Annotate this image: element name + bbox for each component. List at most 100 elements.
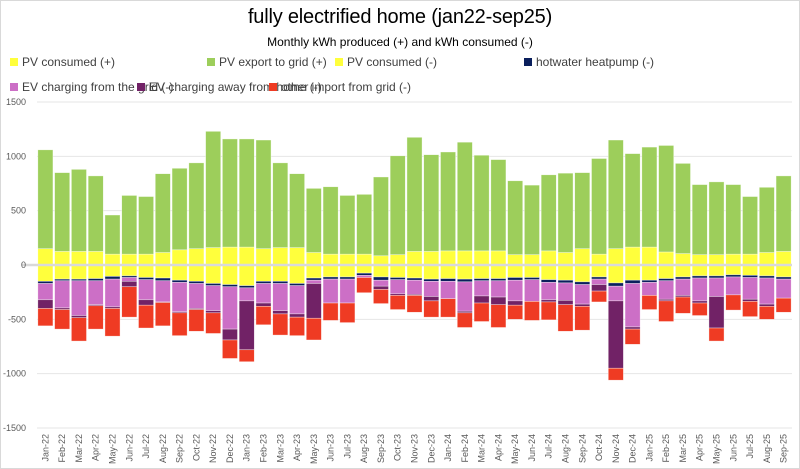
bar-segment xyxy=(507,264,524,278)
bar-segment xyxy=(440,280,456,299)
legend-label: PV consumed (+) xyxy=(22,55,116,69)
bar-segment xyxy=(473,280,490,297)
bar-segment xyxy=(389,279,406,295)
bar-segment xyxy=(607,282,624,287)
legend-item-hotwater-heatpump: hotwater heatpump (-) xyxy=(524,55,654,69)
bar-segment xyxy=(389,254,406,266)
bar-segment xyxy=(490,296,507,305)
bar-segment xyxy=(154,264,171,279)
bar-segment xyxy=(423,300,440,318)
chart-subtitle: Monthly kWh produced (+) and kWh consume… xyxy=(267,35,533,49)
bar-segment xyxy=(37,149,54,250)
bar-segment xyxy=(691,275,708,279)
bar-segment xyxy=(222,138,238,248)
bar-segment xyxy=(272,283,289,311)
bar-segment xyxy=(775,175,792,252)
bar-segment xyxy=(188,280,205,284)
bar-segment xyxy=(171,282,188,313)
bar-segment xyxy=(540,264,557,280)
bar-segment xyxy=(423,296,440,302)
bar-segment xyxy=(289,283,305,286)
bar-segment xyxy=(490,280,507,298)
legend-item-ev-charging-away: EV charging away from home (-) xyxy=(137,80,322,94)
bar-segment xyxy=(205,285,222,311)
bar-segment xyxy=(188,309,205,332)
bar-segment xyxy=(624,326,641,330)
bar-segment xyxy=(339,276,356,280)
bar-segment xyxy=(624,283,641,328)
bar-segment xyxy=(322,253,339,266)
bar-segment xyxy=(305,264,322,279)
x-tick-label: Dec-22 xyxy=(225,434,235,463)
bar-segment xyxy=(121,253,138,266)
bar-segment xyxy=(742,301,758,317)
bar-segment xyxy=(758,305,775,320)
bar-segment xyxy=(373,176,389,257)
bar-segment xyxy=(607,300,624,369)
bar-segment xyxy=(490,278,507,282)
legend-item-other-import: other import from grid (-) xyxy=(269,80,411,94)
bar-segment xyxy=(473,302,490,322)
bar-segment xyxy=(339,195,356,255)
bar-segment xyxy=(389,155,406,255)
bar-segment xyxy=(154,277,171,282)
bar-segment xyxy=(758,264,775,277)
x-tick-label: May-22 xyxy=(108,434,118,464)
bar-segment xyxy=(339,253,356,266)
x-tick-label: May-24 xyxy=(510,434,520,464)
bar-segment xyxy=(188,283,205,309)
x-tick-label: Feb-24 xyxy=(460,434,470,463)
bar-segment xyxy=(272,162,289,248)
bar-segment xyxy=(54,280,71,309)
bar-segment xyxy=(708,181,725,255)
bar-segment xyxy=(607,367,624,381)
bar-segment xyxy=(71,264,87,280)
bar-segment xyxy=(37,308,54,327)
bar-segment xyxy=(540,301,557,321)
bar-segment xyxy=(121,280,138,288)
legend-swatch xyxy=(335,58,343,66)
bar-segment xyxy=(524,279,540,302)
bar-segment xyxy=(171,167,188,251)
bar-segment xyxy=(473,278,490,282)
bar-segment xyxy=(54,172,71,252)
bar-segment xyxy=(742,264,758,276)
bar-segment xyxy=(406,137,423,252)
bar-segment xyxy=(222,339,238,359)
bar-segment xyxy=(339,264,356,278)
y-tick-label: 500 xyxy=(11,206,26,216)
bar-segment xyxy=(222,286,238,330)
bar-segment xyxy=(238,349,255,363)
bar-segment xyxy=(775,278,792,299)
bar-segment xyxy=(121,277,138,282)
bar-segment xyxy=(406,264,423,279)
y-tick-label: -500 xyxy=(8,314,26,324)
bar-segment xyxy=(574,305,591,331)
bar-segment xyxy=(238,138,255,248)
legend-swatch xyxy=(137,83,145,91)
bar-segment xyxy=(37,264,54,282)
x-tick-label: Feb-23 xyxy=(259,434,269,463)
legend-swatch xyxy=(524,58,532,66)
x-tick-label: May-23 xyxy=(309,434,319,464)
bar-segment xyxy=(423,251,440,266)
bar-segment xyxy=(322,186,339,255)
x-tick-label: Dec-23 xyxy=(426,434,436,463)
bar-segment xyxy=(691,277,708,302)
y-tick-label: -1500 xyxy=(3,423,26,433)
bar-segment xyxy=(356,194,373,255)
bar-segment xyxy=(591,158,607,255)
bar-segment xyxy=(154,252,171,266)
bar-segment xyxy=(473,250,490,266)
x-tick-label: Nov-23 xyxy=(410,434,420,463)
bar-segment xyxy=(675,264,691,278)
x-tick-label: Apr-24 xyxy=(493,434,503,461)
bar-segment xyxy=(289,316,305,336)
bar-segment xyxy=(222,328,238,341)
bar-segment xyxy=(725,184,742,255)
bar-segment xyxy=(490,159,507,252)
bar-segment xyxy=(373,279,389,287)
bar-segment xyxy=(289,173,305,248)
bar-segment xyxy=(708,296,725,329)
chart-title: fully electrified home (jan22-sep25) xyxy=(247,6,553,28)
